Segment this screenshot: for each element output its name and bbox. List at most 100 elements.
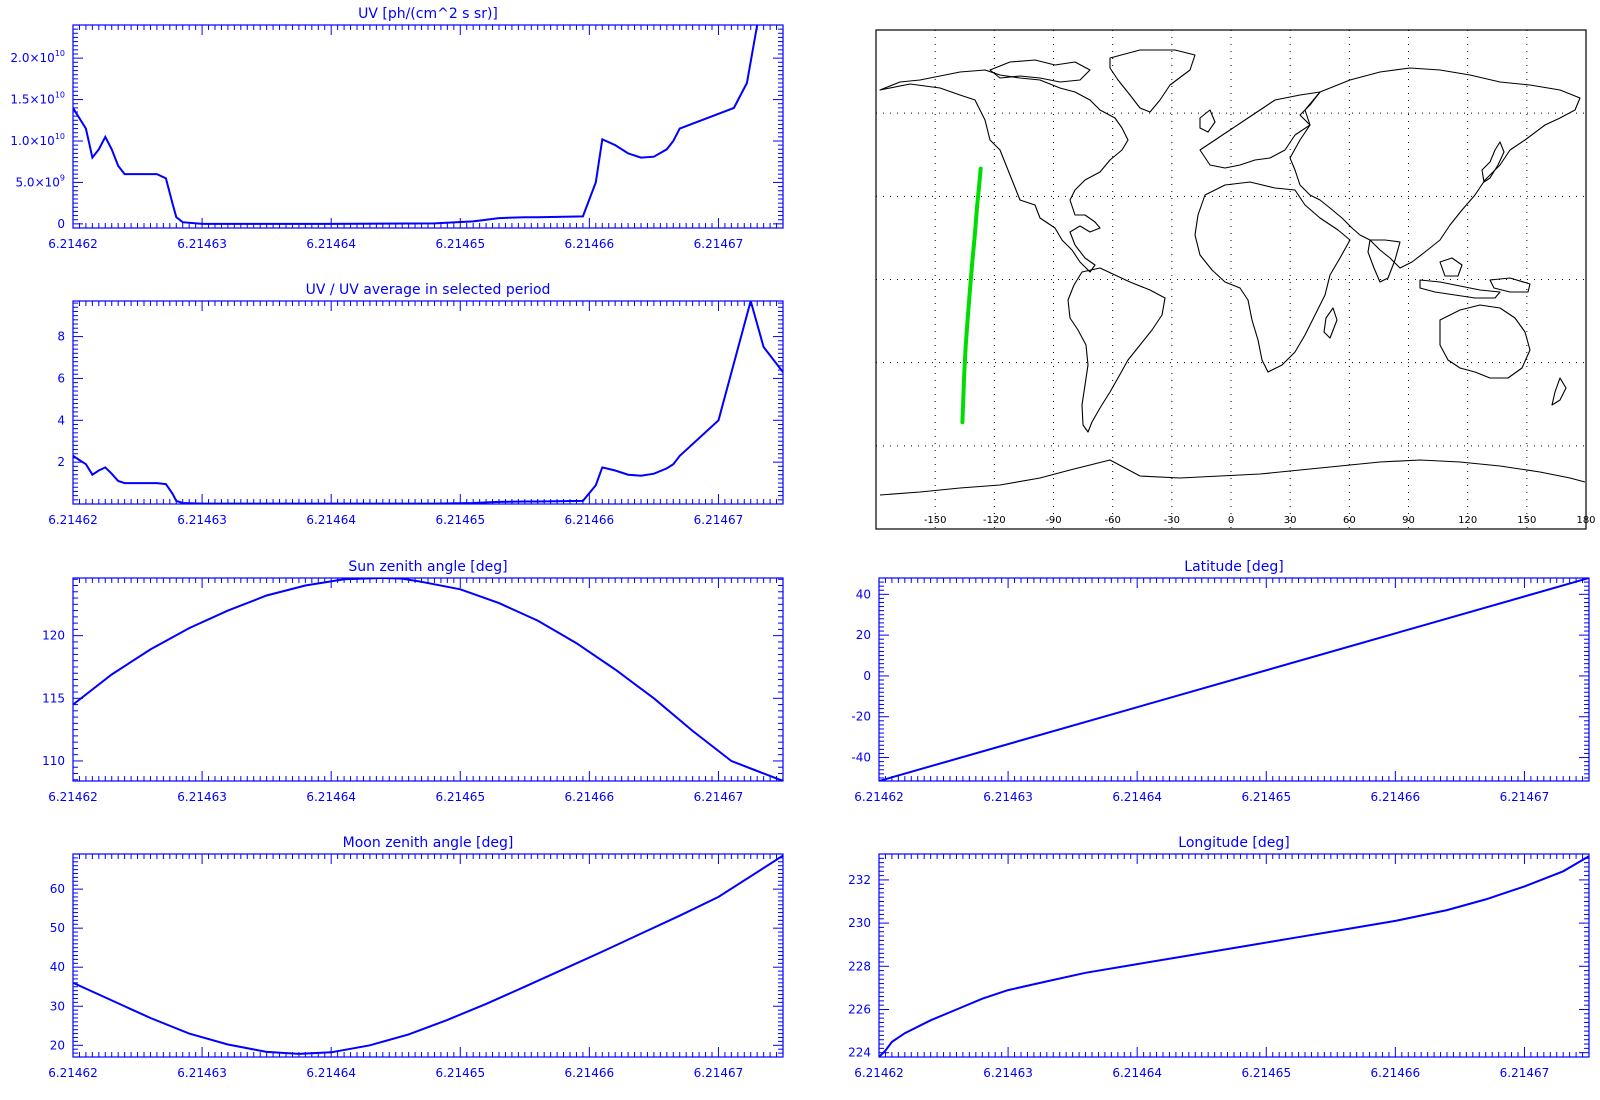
x-tick-label: 6.21464 xyxy=(306,1066,356,1080)
y-tick-mantissa: 40 xyxy=(856,587,871,601)
chart-uv_ratio: UV / UV average in selected period 6.2146… xyxy=(48,282,784,527)
coast-antarctica xyxy=(879,459,1586,496)
x-tick-label: 6.21464 xyxy=(1112,790,1162,804)
map-frame xyxy=(875,29,1587,530)
y-tick-mantissa: 8 xyxy=(57,330,65,344)
x-tick-label: 6.21465 xyxy=(435,790,485,804)
x-tick-label: 6.21462 xyxy=(48,513,98,527)
x-tick-label: 6.21462 xyxy=(854,1066,904,1080)
chart-title: Sun zenith angle [deg] xyxy=(348,559,507,575)
y-tick-label: 20 xyxy=(856,628,871,642)
series-line xyxy=(73,301,783,504)
x-tick-label: 6.21466 xyxy=(1371,1066,1421,1080)
y-tick-label: 1.5×1010 xyxy=(10,91,65,107)
coast-british-isles xyxy=(1199,109,1216,133)
x-tick-label: 6.21466 xyxy=(565,237,615,251)
y-tick-mantissa: 120 xyxy=(42,629,65,643)
y-tick-label: 120 xyxy=(42,629,65,643)
x-tick-label: 6.21463 xyxy=(983,790,1033,804)
x-tick-label: 6.21465 xyxy=(1241,790,1291,804)
map-lon-label: -150 xyxy=(924,515,947,526)
y-tick-mantissa: 1.5×10 xyxy=(10,93,54,107)
x-tick-label: 6.21464 xyxy=(306,237,356,251)
y-tick-label: 4 xyxy=(57,413,65,427)
x-tick-label: 6.21467 xyxy=(694,513,744,527)
x-tick-label: 6.21463 xyxy=(177,790,227,804)
x-tick-label: 6.21466 xyxy=(565,1066,615,1080)
map-lon-label: 180 xyxy=(1576,515,1595,526)
map-lon-label: -120 xyxy=(983,515,1006,526)
y-tick-mantissa: 1.0×10 xyxy=(10,134,54,148)
chart-title: Moon zenith angle [deg] xyxy=(343,835,514,851)
x-tick-label: 6.21465 xyxy=(435,513,485,527)
map-lon-label: 90 xyxy=(1402,515,1415,526)
x-tick-label: 6.21467 xyxy=(694,237,744,251)
y-tick-mantissa: 224 xyxy=(848,1046,871,1060)
x-tick-label: 6.21462 xyxy=(854,790,904,804)
coast-africa xyxy=(1194,181,1351,373)
x-tick-label: 6.21467 xyxy=(1500,790,1550,804)
y-tick-mantissa: 20 xyxy=(50,1038,65,1052)
chart-longitude: Longitude [deg] 6.21462 6.21463 6.21464 6.21… xyxy=(848,835,1590,1080)
x-tick-label: 6.21467 xyxy=(1500,1066,1550,1080)
coast-japan xyxy=(1481,141,1505,183)
y-tick-mantissa: 2 xyxy=(57,455,65,469)
y-tick-label: 228 xyxy=(848,959,871,973)
x-tick-label: 6.21465 xyxy=(435,1066,485,1080)
map-lon-label: 150 xyxy=(1517,515,1536,526)
map-lon-label: 30 xyxy=(1284,515,1297,526)
ground-track-map: -150 -120 -90 -60 -30 0 30 60 90 120 150 180 xyxy=(875,29,1596,530)
y-tick-mantissa: 6 xyxy=(57,371,65,385)
y-tick-label: 110 xyxy=(42,754,65,768)
chart-sun_zenith: Sun zenith angle [deg] 6.21462 6.21463 6.21… xyxy=(42,559,784,804)
plot-frame xyxy=(878,853,1590,1058)
x-tick-label: 6.21464 xyxy=(1112,1066,1162,1080)
chart-moon_zenith: Moon zenith angle [deg] 6.21462 6.21463 6.2… xyxy=(48,835,784,1080)
y-tick-label: 40 xyxy=(50,960,65,974)
coast-asia xyxy=(1289,67,1581,269)
map-lon-label: 0 xyxy=(1228,515,1234,526)
coast-madagascar xyxy=(1323,307,1338,339)
y-tick-label: 2 xyxy=(57,455,65,469)
y-tick-mantissa: 20 xyxy=(856,628,871,642)
series-line xyxy=(73,25,759,225)
coast-australia xyxy=(1439,304,1531,379)
y-tick-label: 224 xyxy=(848,1046,871,1060)
y-tick-mantissa: 110 xyxy=(42,754,65,768)
map-lon-label: -30 xyxy=(1164,515,1180,526)
chart-uv: UV [ph/(cm^2 s sr)] 6.21462 6.21463 6.21464… xyxy=(10,6,784,251)
y-tick-mantissa: 232 xyxy=(848,873,871,887)
map-lon-axis: -150 -120 -90 -60 -30 0 30 60 90 120 150 180 xyxy=(924,515,1596,526)
y-tick-label: 8 xyxy=(57,330,65,344)
y-tick-exponent: 9 xyxy=(60,173,65,182)
y-tick-exponent: 10 xyxy=(55,91,65,100)
x-tick-label: 6.21466 xyxy=(565,790,615,804)
x-tick-label: 6.21467 xyxy=(694,790,744,804)
y-tick-mantissa: 230 xyxy=(848,916,871,930)
y-tick-mantissa: 4 xyxy=(57,413,65,427)
y-tick-label: -40 xyxy=(851,751,871,765)
y-tick-label: 230 xyxy=(848,916,871,930)
plot-frame xyxy=(72,577,784,782)
x-tick-label: 6.21463 xyxy=(177,513,227,527)
series-line xyxy=(879,855,1589,1057)
plot-frame xyxy=(72,300,784,505)
y-tick-label: 2.0×1010 xyxy=(10,49,65,65)
y-tick-exponent: 10 xyxy=(55,132,65,141)
y-tick-label: 226 xyxy=(848,1002,871,1016)
x-tick-label: 6.21462 xyxy=(48,790,98,804)
y-tick-mantissa: 228 xyxy=(848,959,871,973)
coast-borneo xyxy=(1439,257,1463,277)
y-tick-label: 50 xyxy=(50,921,65,935)
y-tick-label: 0 xyxy=(57,217,65,231)
x-tick-label: 6.21466 xyxy=(565,513,615,527)
plot-frame xyxy=(72,24,784,229)
y-tick-mantissa: 115 xyxy=(42,691,65,705)
map-lon-label: 120 xyxy=(1458,515,1477,526)
chart-title: UV [ph/(cm^2 s sr)] xyxy=(358,6,498,22)
chart-title: UV / UV average in selected period xyxy=(306,282,551,298)
y-tick-mantissa: 226 xyxy=(848,1002,871,1016)
y-tick-label: -20 xyxy=(851,710,871,724)
x-tick-label: 6.21462 xyxy=(48,237,98,251)
